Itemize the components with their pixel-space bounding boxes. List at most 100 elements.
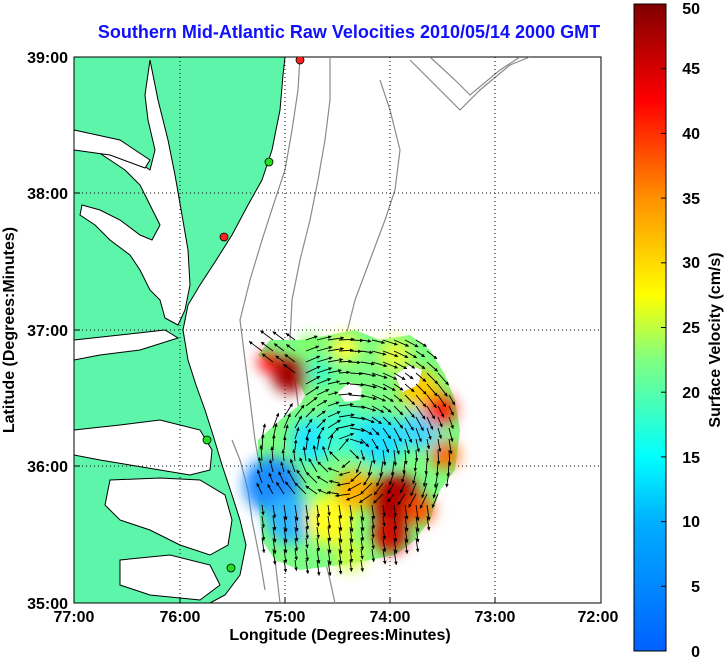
velocity-arrow — [284, 354, 296, 363]
velocity-arrow — [316, 410, 326, 418]
velocity-arrow — [382, 438, 390, 453]
velocity-arrow — [349, 438, 364, 444]
colorbar-tick-label: 15 — [682, 450, 700, 467]
velocity-arrow — [294, 415, 302, 429]
velocity-arrow — [349, 338, 364, 343]
velocity-arrow — [393, 350, 409, 359]
velocity-arrow — [261, 515, 266, 529]
velocity-arrow — [404, 416, 414, 431]
velocity-arrow — [294, 548, 298, 561]
velocity-arrow — [426, 504, 431, 521]
velocity-arrow — [415, 350, 425, 358]
y-tick-label: 37:00 — [27, 323, 68, 340]
velocity-arrow — [294, 559, 298, 572]
velocity-arrow — [382, 383, 396, 391]
velocity-arrow — [393, 394, 403, 403]
velocity-arrow — [404, 361, 416, 369]
velocity-arrow — [360, 559, 365, 572]
velocity-arrow — [349, 504, 354, 521]
velocity-arrow — [289, 458, 296, 473]
velocity-arrow — [316, 378, 332, 385]
velocity-arrow — [272, 548, 277, 565]
velocity-arrow — [371, 515, 376, 529]
velocity-arrow — [338, 526, 343, 544]
x-tick-label: 74:00 — [370, 609, 411, 626]
velocity-arrow — [283, 548, 288, 564]
velocity-arrow — [280, 461, 285, 473]
velocity-arrow — [424, 460, 429, 475]
velocity-arrow — [278, 471, 285, 484]
x-tick-label: 75:00 — [265, 609, 306, 626]
velocity-arrow — [360, 427, 373, 435]
velocity-arrow — [281, 449, 286, 462]
velocity-arrow — [286, 344, 296, 352]
velocity-arrow — [305, 471, 318, 484]
velocity-arrow — [437, 383, 448, 397]
velocity-arrow — [338, 359, 353, 364]
velocity-arrow — [329, 451, 340, 462]
velocity-arrow — [437, 372, 449, 386]
velocity-arrow — [382, 372, 398, 380]
velocity-arrow — [393, 515, 398, 530]
radar-station-marker — [219, 232, 229, 242]
velocity-arrow — [327, 336, 345, 341]
velocity-arrow — [299, 457, 307, 473]
velocity-arrow — [305, 365, 321, 374]
velocity-arrow — [360, 449, 365, 461]
colorbar-tick-label: 35 — [682, 191, 700, 208]
velocity-arrow — [360, 394, 377, 401]
velocity-arrow — [294, 427, 300, 440]
velocity-arrow — [305, 515, 310, 530]
colorbar-tick-label: 25 — [682, 320, 700, 337]
velocity-arrow — [360, 361, 375, 366]
velocity-arrow — [421, 482, 428, 499]
x-tick-label: 72:00 — [578, 609, 619, 626]
velocity-arrow — [388, 471, 395, 486]
velocity-arrow — [294, 404, 305, 418]
velocity-arrow — [316, 475, 329, 484]
velocity-arrow — [426, 350, 438, 360]
velocity-arrow — [382, 405, 392, 413]
velocity-arrow — [305, 526, 310, 540]
velocity-arrow — [273, 343, 285, 352]
velocity-arrow — [404, 383, 415, 393]
velocity-arrow — [316, 418, 326, 429]
velocity-arrow — [382, 548, 387, 565]
velocity-arrow — [327, 391, 339, 396]
velocity-arrow — [413, 460, 418, 472]
velocity-arrow — [410, 482, 417, 497]
velocity-arrow — [371, 383, 388, 391]
velocity-arrow — [283, 537, 288, 554]
velocity-arrow — [393, 405, 404, 416]
velocity-arrow — [404, 537, 409, 554]
velocity-arrow — [404, 515, 409, 532]
velocity-arrow — [272, 537, 277, 555]
x-tick-label: 73:00 — [475, 609, 516, 626]
velocity-arrow — [272, 331, 285, 341]
velocity-arrow — [393, 548, 398, 566]
velocity-arrow — [360, 438, 370, 448]
velocity-arrow — [390, 460, 395, 477]
velocity-arrow — [327, 347, 344, 352]
velocity-arrow — [305, 485, 318, 495]
velocity-arrow — [404, 372, 414, 380]
velocity-arrow — [327, 401, 340, 407]
x-tick-label: 77:00 — [54, 609, 95, 626]
velocity-arrow — [341, 460, 351, 469]
velocity-arrow — [433, 471, 439, 489]
sound-water — [104, 477, 233, 556]
velocity-arrow — [338, 537, 343, 555]
velocity-arrow — [371, 416, 382, 425]
velocity-arrow — [283, 413, 291, 429]
velocity-arrow — [435, 460, 440, 477]
radar-station-marker — [226, 563, 236, 573]
velocity-arrow — [284, 481, 296, 495]
velocity-arrow — [257, 456, 263, 473]
velocity-arrow — [312, 445, 318, 462]
velocity-arrow — [316, 526, 320, 539]
velocity-arrow — [349, 537, 354, 553]
velocity-arrow — [360, 372, 377, 378]
velocity-arrow — [302, 446, 307, 462]
velocity-arrow — [382, 449, 387, 466]
velocity-arrow — [393, 449, 398, 467]
